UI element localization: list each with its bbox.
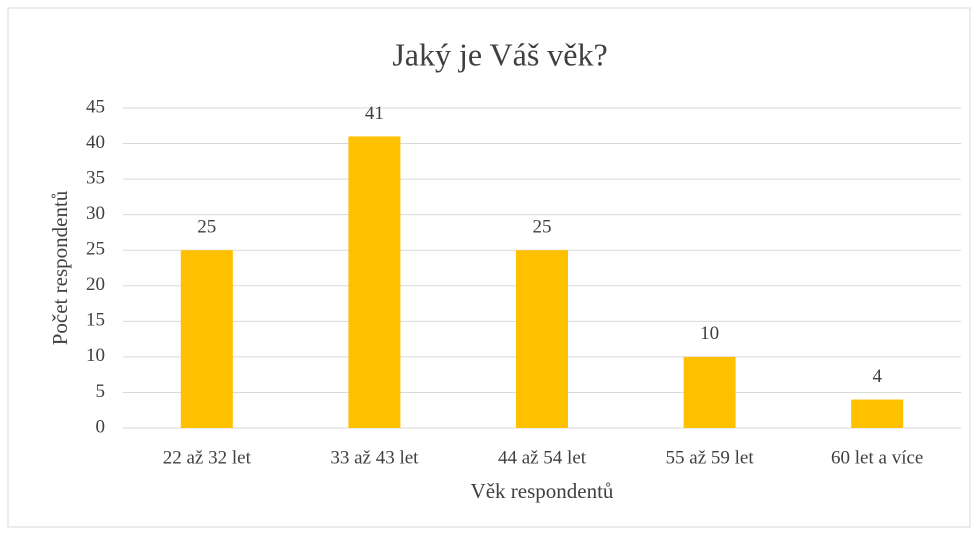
y-tick-label: 10 — [86, 345, 105, 366]
y-tick-label: 30 — [86, 203, 105, 224]
y-tick-label: 20 — [86, 274, 105, 295]
x-tick-label: 60 let a více — [831, 447, 923, 468]
data-label: 41 — [365, 103, 384, 124]
x-axis-title: Věk respondentů — [471, 479, 614, 503]
chart-title: Jaký je Váš věk? — [392, 36, 607, 72]
chart-border — [7, 7, 971, 528]
y-tick-label: 40 — [86, 132, 105, 153]
bar — [851, 399, 904, 428]
y-axis-title: Počet respondentů — [48, 190, 72, 345]
data-label: 25 — [197, 217, 216, 238]
y-tick-label: 35 — [86, 167, 105, 188]
bar — [348, 136, 401, 428]
bar — [180, 250, 233, 428]
y-tick-label: 45 — [86, 96, 105, 117]
y-tick-label: 5 — [96, 381, 106, 402]
y-tick-label: 25 — [86, 239, 105, 260]
x-tick-label: 55 až 59 let — [666, 447, 755, 468]
x-tick-label: 22 až 32 let — [163, 447, 252, 468]
bar — [683, 356, 736, 428]
data-label: 25 — [533, 217, 552, 238]
data-label: 10 — [700, 323, 719, 344]
y-tick-label: 0 — [96, 416, 106, 437]
x-tick-label: 44 až 54 let — [498, 447, 587, 468]
y-tick-label: 15 — [86, 310, 105, 331]
bar — [516, 250, 568, 428]
data-label: 4 — [872, 366, 882, 387]
x-tick-label: 33 až 43 let — [330, 447, 419, 468]
